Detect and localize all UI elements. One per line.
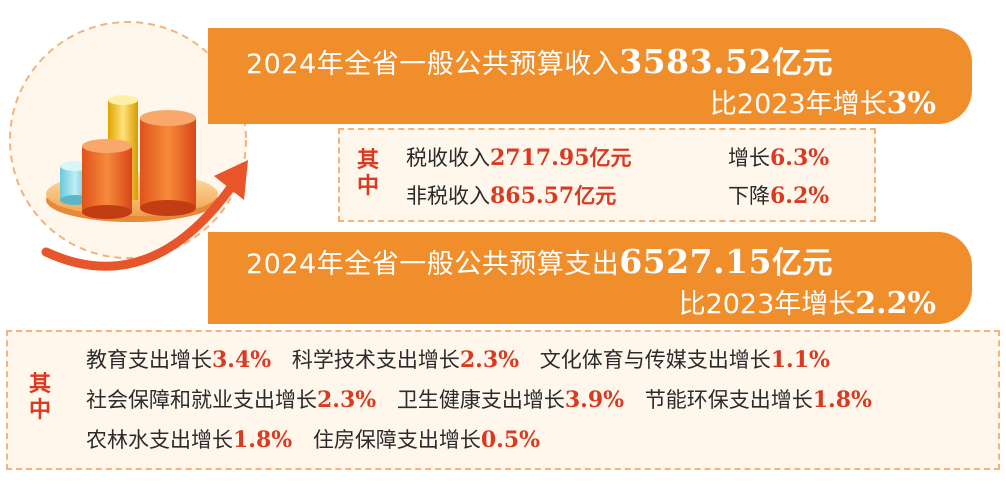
expense-item-name: 节能环保支出增长 [644,388,813,412]
income-compare: 比2023年增长3% [710,82,936,121]
expense-item-value: 3.9% [564,387,625,413]
change-value: 6.2% [770,183,830,209]
income-item-tax: 税收收入2717.95亿元 [406,142,632,172]
expense-title: 2024年全省一般公共预算支出6527.15亿元 [246,238,833,282]
expense-item-value: 1.8% [233,427,293,453]
income-item-name: 税收收入 [406,146,490,170]
expense-item-name: 科学技术支出增长 [291,348,460,372]
orange-cylinder-left [82,139,132,219]
change-label: 增长 [728,146,770,170]
income-item-amount: 2717.95 [490,145,590,171]
income-item-nontax: 非税收入865.57亿元 [406,180,616,210]
expense-compare-value: 2.2% [855,286,936,321]
expense-item-name: 住房保障支出增长 [312,428,481,452]
income-item-amount: 865.57 [490,183,575,209]
income-item-nontax-change: 下降6.2% [728,180,829,210]
expense-item-name: 教育支出增长 [86,348,212,372]
income-amount: 3583.52 [619,42,772,81]
expense-item-health: 卫生健康支出增长3.9% [396,387,625,413]
income-breakdown-box: 其中 税收收入2717.95亿元 增长6.3% 非税收入865.57亿元 下降6… [338,128,876,222]
income-item-tax-change: 增长6.3% [728,142,829,172]
expense-prefix: 2024年全省一般公共预算支出 [246,249,620,280]
bar-cylinders-illustration [9,21,248,271]
income-compare-prefix: 比2023年增长 [709,89,887,120]
expense-item-name: 卫生健康支出增长 [396,388,565,412]
income-item-unit: 亿元 [574,184,617,208]
expense-unit: 亿元 [771,246,833,281]
expense-item-value: 3.4% [212,347,272,373]
expense-amount: 6527.15 [619,242,772,281]
expense-item-housing: 住房保障支出增长0.5% [312,427,541,453]
expense-item-name: 社会保障和就业支出增长 [86,388,317,412]
expense-row-2: 社会保障和就业支出增长2.3% 卫生健康支出增长3.9% 节能环保支出增长1.8… [86,384,886,414]
expense-row-1: 教育支出增长3.4% 科学技术支出增长2.3% 文化体育与传媒支出增长1.1% [86,344,844,374]
curved-arrow-icon [41,160,248,271]
expense-item-value: 2.3% [317,387,377,413]
expense-item-agriculture: 农林水支出增长1.8% [86,427,293,453]
expense-item-value: 1.1% [770,347,830,373]
income-item-name: 非税收入 [406,184,490,208]
expense-banner: 2024年全省一般公共预算支出6527.15亿元 比2023年增长2.2% [208,232,972,324]
expense-item-name: 农林水支出增长 [86,428,233,452]
expense-item-social-security: 社会保障和就业支出增长2.3% [86,387,377,413]
expense-item-education: 教育支出增长3.4% [86,347,272,373]
income-unit: 亿元 [771,46,833,81]
expense-item-science: 科学技术支出增长2.3% [291,347,520,373]
expense-item-environment: 节能环保支出增长1.8% [644,387,872,413]
expense-compare-prefix: 比2023年增长 [678,289,856,320]
expense-row-3: 农林水支出增长1.8% 住房保障支出增长0.5% [86,424,554,454]
income-prefix: 2024年全省一般公共预算收入 [246,49,620,80]
income-banner: 2024年全省一般公共预算收入3583.52亿元 比2023年增长3% [208,28,972,124]
income-item-unit: 亿元 [589,146,632,170]
income-title: 2024年全省一般公共预算收入3583.52亿元 [246,38,833,82]
expense-item-name: 文化体育与传媒支出增长 [539,348,771,372]
expense-breakdown-label: 其中 [28,372,51,423]
expense-item-culture: 文化体育与传媒支出增长1.1% [539,347,830,373]
expense-item-value: 0.5% [480,427,541,453]
expense-breakdown-box: 其中 教育支出增长3.4% 科学技术支出增长2.3% 文化体育与传媒支出增长1.… [6,330,1000,470]
change-label: 下降 [728,184,770,208]
expense-compare: 比2023年增长2.2% [679,282,936,321]
income-breakdown-label: 其中 [356,148,379,199]
expense-item-value: 2.3% [459,347,520,373]
income-compare-value: 3% [886,86,936,121]
expense-item-value: 1.8% [812,387,872,413]
orange-cylinder-right [140,110,196,216]
change-value: 6.3% [770,145,830,171]
